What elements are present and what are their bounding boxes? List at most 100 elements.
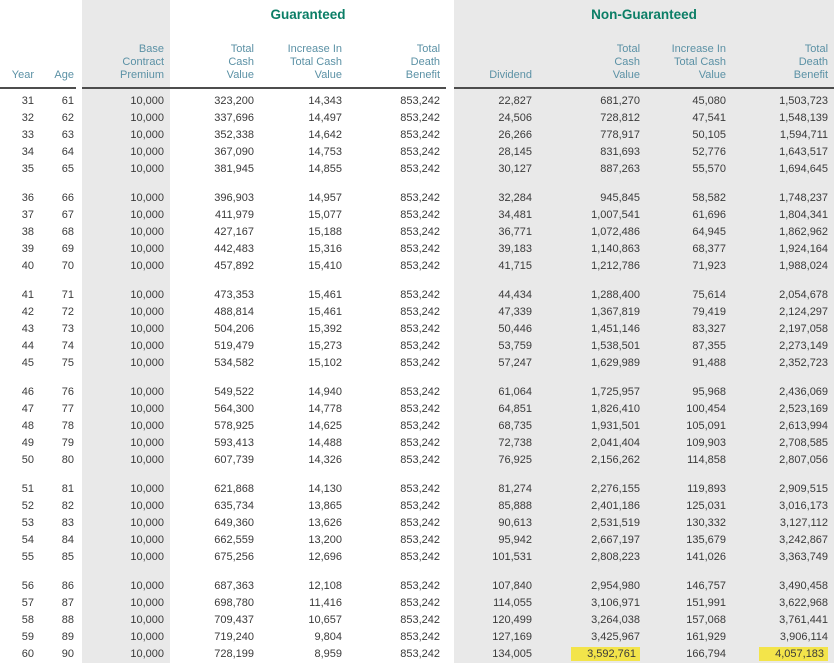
cell-dividend: 61,064 <box>454 384 539 401</box>
cell-non-guaranteed-total-cash-value: 3,592,761 <box>538 646 647 663</box>
cell-year: 59 <box>21 631 34 643</box>
table-row: 35 65 10,000 381,945 14,855 853,242 30,127 887,… <box>0 161 834 178</box>
cell-non-guaranteed-total-death-benefit: 4,057,183 <box>732 646 834 663</box>
table-row: 42 72 10,000 488,814 15,461 853,242 47,339 1,36… <box>0 304 834 321</box>
table-row: 55 85 10,000 675,256 12,696 853,242 101,531 2,8… <box>0 549 834 566</box>
table-row: 51 81 10,000 621,868 14,130 853,242 81,274 2,27… <box>0 481 834 498</box>
cell-year: 44 <box>21 340 34 352</box>
cell-non-guaranteed-total-death-benefit: 1,548,139 <box>732 110 834 127</box>
spacer <box>446 629 454 646</box>
cell-age: 74 <box>61 340 74 352</box>
cell-year: 60 <box>21 648 34 660</box>
cell-year: 41 <box>21 289 34 301</box>
cell-guaranteed-total-death-benefit: 853,242 <box>400 146 441 158</box>
cell-guaranteed-increase-in-total-cash-value: 13,626 <box>308 517 342 529</box>
cell-non-guaranteed-total-death-benefit: 2,124,297 <box>732 304 834 321</box>
cell-dividend: 36,771 <box>454 224 539 241</box>
col-header-guaranteed-total-death-benefit: Total Death Benefit <box>348 36 447 89</box>
non-guaranteed-section-title: Non-Guaranteed <box>454 0 834 36</box>
cell-non-guaranteed-total-cash-value: 2,531,519 <box>538 515 647 532</box>
spacer <box>446 549 454 566</box>
premium-column-shade <box>82 178 170 190</box>
table-row: 58 88 10,000 709,437 10,657 853,242 120,499 3,2… <box>0 612 834 629</box>
group-gap-row <box>0 566 834 578</box>
col-header-year: Year <box>0 36 36 89</box>
cell-non-guaranteed-total-cash-value: 1,725,957 <box>538 384 647 401</box>
group-gap-row <box>0 469 834 481</box>
table-row: 49 79 10,000 593,413 14,488 853,242 72,738 2,04… <box>0 435 834 452</box>
cell-guaranteed-increase-in-total-cash-value: 14,778 <box>308 403 342 415</box>
cell-non-guaranteed-increase-in-total-cash-value: 119,893 <box>646 481 733 498</box>
table-row: 33 63 10,000 352,338 14,642 853,242 26,266 778,… <box>0 127 834 144</box>
cell-premium: 10,000 <box>82 515 170 532</box>
table-row: 47 77 10,000 564,300 14,778 853,242 64,851 1,82… <box>0 401 834 418</box>
cell-dividend: 107,840 <box>454 578 539 595</box>
spacer <box>170 275 446 287</box>
cell-year: 53 <box>21 517 34 529</box>
table-row: 57 87 10,000 698,780 11,416 853,242 114,055 3,1… <box>0 595 834 612</box>
cell-guaranteed-increase-in-total-cash-value: 15,273 <box>308 340 342 352</box>
cell-year: 32 <box>21 112 34 124</box>
cell-non-guaranteed-increase-in-total-cash-value: 157,068 <box>646 612 733 629</box>
cell-year: 33 <box>21 129 34 141</box>
cell-premium: 10,000 <box>82 338 170 355</box>
cell-non-guaranteed-increase-in-total-cash-value: 79,419 <box>646 304 733 321</box>
cell-year: 49 <box>21 437 34 449</box>
table-row: 60 90 10,000 728,199 8,959 853,242 134,005 3,59… <box>0 646 834 663</box>
cell-year: 43 <box>21 323 34 335</box>
cell-guaranteed-total-death-benefit: 853,242 <box>400 163 441 175</box>
cell-dividend: 47,339 <box>454 304 539 321</box>
cell-premium: 10,000 <box>82 498 170 515</box>
cell-age: 67 <box>61 209 74 221</box>
cell-dividend: 114,055 <box>454 595 539 612</box>
cell-guaranteed-total-death-benefit: 853,242 <box>400 243 441 255</box>
cell-guaranteed-total-cash-value: 352,338 <box>214 129 254 141</box>
non-guaranteed-shade <box>454 275 834 287</box>
cell-non-guaranteed-total-cash-value: 681,270 <box>538 93 647 110</box>
cell-dividend: 57,247 <box>454 355 539 372</box>
cell-non-guaranteed-increase-in-total-cash-value: 114,858 <box>646 452 733 469</box>
cell-guaranteed-total-cash-value: 411,979 <box>215 209 254 221</box>
cell-year: 48 <box>21 420 34 432</box>
cell-non-guaranteed-total-death-benefit: 1,694,645 <box>732 161 834 178</box>
cell-age: 61 <box>61 95 74 107</box>
cell-guaranteed-total-cash-value: 323,200 <box>214 95 254 107</box>
cell-non-guaranteed-total-cash-value: 1,212,786 <box>538 258 647 275</box>
cell-age: 68 <box>61 226 74 238</box>
guaranteed-section-title: Guaranteed <box>270 7 346 22</box>
cell-non-guaranteed-increase-in-total-cash-value: 55,570 <box>646 161 733 178</box>
cell-non-guaranteed-total-cash-value: 1,629,989 <box>538 355 647 372</box>
cell-premium: 10,000 <box>82 452 170 469</box>
cell-age: 73 <box>61 323 74 335</box>
cell-premium: 10,000 <box>82 401 170 418</box>
cell-premium: 10,000 <box>82 435 170 452</box>
cell-guaranteed-total-death-benefit: 853,242 <box>400 454 441 466</box>
cell-age: 83 <box>61 517 74 529</box>
spacer <box>0 469 82 481</box>
cell-guaranteed-increase-in-total-cash-value: 14,753 <box>308 146 342 158</box>
cell-dividend: 32,284 <box>454 190 539 207</box>
cell-year: 38 <box>21 226 34 238</box>
cell-guaranteed-total-death-benefit: 853,242 <box>400 306 441 318</box>
cell-guaranteed-total-cash-value: 675,256 <box>214 551 254 563</box>
cell-age: 62 <box>61 112 74 124</box>
cell-year: 47 <box>21 403 34 415</box>
cell-premium: 10,000 <box>82 549 170 566</box>
cell-guaranteed-total-cash-value: 635,734 <box>214 500 254 512</box>
cell-dividend: 85,888 <box>454 498 539 515</box>
cell-dividend: 53,759 <box>454 338 539 355</box>
spacer <box>446 93 454 110</box>
cell-guaranteed-total-death-benefit: 853,242 <box>400 437 441 449</box>
cell-dividend: 24,506 <box>454 110 539 127</box>
cell-age: 85 <box>61 551 74 563</box>
spacer <box>0 178 82 190</box>
cell-non-guaranteed-total-death-benefit: 1,862,962 <box>732 224 834 241</box>
non-guaranteed-shade <box>454 469 834 481</box>
col-header-age: Age <box>36 36 76 89</box>
cell-non-guaranteed-increase-in-total-cash-value: 130,332 <box>646 515 733 532</box>
cell-year: 39 <box>21 243 34 255</box>
cell-guaranteed-increase-in-total-cash-value: 14,130 <box>308 483 342 495</box>
cell-premium: 10,000 <box>82 127 170 144</box>
table-row: 50 80 10,000 607,739 14,326 853,242 76,925 2,15… <box>0 452 834 469</box>
cell-year: 57 <box>21 597 34 609</box>
